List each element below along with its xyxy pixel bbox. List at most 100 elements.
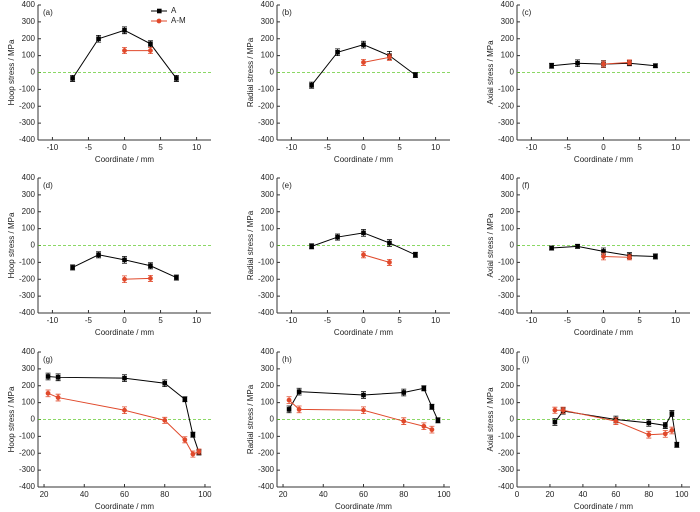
y-tick-label: 200 xyxy=(261,34,275,43)
marker xyxy=(560,407,566,413)
y-tick-label: 100 xyxy=(501,224,515,233)
y-tick-label: 400 xyxy=(261,0,275,9)
marker xyxy=(361,230,366,236)
y-tick-label: 0 xyxy=(31,415,36,424)
marker xyxy=(182,437,188,443)
y-tick-label: -100 xyxy=(258,431,275,440)
y-tick-label: -400 xyxy=(498,482,515,491)
x-tick-label: 60 xyxy=(611,490,620,499)
y-tick-label: -300 xyxy=(498,118,515,127)
y-tick-label: 0 xyxy=(270,241,275,250)
y-tick-label: 100 xyxy=(22,51,36,60)
marker xyxy=(296,406,302,412)
marker xyxy=(387,259,392,265)
y-tick-label: 100 xyxy=(22,398,36,407)
y-tick-label: -100 xyxy=(258,257,275,266)
x-tick-label: 10 xyxy=(192,316,201,325)
y-tick-label: -400 xyxy=(498,308,515,317)
y-tick-label: 100 xyxy=(261,224,275,233)
x-tick-label: 40 xyxy=(80,490,89,499)
y-tick-label: 100 xyxy=(261,51,275,60)
y-axis-label: Radial stress / MPa xyxy=(246,210,255,280)
panel-label: (b) xyxy=(282,8,292,17)
y-tick-label: -400 xyxy=(258,482,275,491)
marker xyxy=(122,375,127,381)
marker xyxy=(174,76,179,81)
y-axis-label: Axial stress / MPa xyxy=(486,213,495,278)
y-tick-label: -100 xyxy=(19,84,36,93)
y-tick-label: -300 xyxy=(19,291,36,300)
y-tick-label: 400 xyxy=(261,347,275,356)
y-tick-label: -400 xyxy=(498,135,515,144)
series-line xyxy=(603,255,630,258)
y-tick-label: -400 xyxy=(19,135,36,144)
x-tick-label: 0 xyxy=(122,143,127,152)
marker xyxy=(401,390,407,395)
x-tick-label: 0 xyxy=(361,143,366,152)
x-tick-label: 100 xyxy=(675,490,689,499)
panel-label: (e) xyxy=(282,181,292,190)
y-tick-label: 300 xyxy=(261,364,275,373)
marker xyxy=(413,72,418,78)
y-tick-label: 200 xyxy=(22,34,36,43)
x-tick-label: 10 xyxy=(671,143,680,152)
y-tick-label: -200 xyxy=(258,274,275,283)
panel: -400 -300 -200 -100 0 100 200 300 400 -10 -5 0 5 10 Co… xyxy=(486,0,690,164)
y-tick-label: -300 xyxy=(258,291,275,300)
y-tick-label: -300 xyxy=(498,291,515,300)
marker xyxy=(646,432,652,438)
marker xyxy=(45,374,51,379)
panel: -400 -300 -200 -100 0 100 200 300 400 20 40 60 80 100… xyxy=(246,347,451,511)
x-tick-label: -10 xyxy=(286,143,298,152)
y-tick-label: -200 xyxy=(19,448,36,457)
marker xyxy=(653,254,658,259)
marker xyxy=(361,42,366,47)
x-tick-label: 20 xyxy=(545,490,554,499)
x-tick-label: -5 xyxy=(564,143,572,152)
panel-label: (c) xyxy=(522,8,532,17)
x-axis-label: Coordinate / mm xyxy=(574,328,633,337)
y-tick-label: 300 xyxy=(501,190,515,199)
marker xyxy=(148,41,153,47)
x-axis-label: Coordinate / mm xyxy=(334,155,393,164)
y-axis-label: Axial stress / MPa xyxy=(486,40,495,105)
legend-marker xyxy=(156,18,162,24)
y-tick-label: 400 xyxy=(501,173,515,182)
marker xyxy=(196,449,202,454)
marker xyxy=(335,49,340,55)
marker xyxy=(575,60,580,66)
marker xyxy=(646,420,652,426)
x-tick-label: 5 xyxy=(158,316,163,325)
marker xyxy=(361,392,366,398)
y-tick-label: -100 xyxy=(498,257,515,266)
series-line xyxy=(72,29,177,79)
y-tick-label: 200 xyxy=(501,34,515,43)
y-tick-label: -300 xyxy=(258,465,275,474)
marker xyxy=(653,63,658,69)
x-tick-label: -10 xyxy=(286,316,298,325)
marker xyxy=(122,48,127,53)
panel-label: (h) xyxy=(282,355,292,364)
x-axis-label: Coordinate /mm xyxy=(335,502,392,511)
marker xyxy=(148,48,153,53)
marker xyxy=(601,249,606,254)
series-line xyxy=(554,409,673,436)
series-line xyxy=(363,254,390,263)
marker xyxy=(122,407,127,413)
panel: -400 -300 -200 -100 0 100 200 300 400 -10 -5 0 5 10 Co… xyxy=(7,0,211,164)
y-tick-label: 200 xyxy=(501,381,515,390)
x-tick-label: 5 xyxy=(637,143,642,152)
y-tick-label: -300 xyxy=(19,118,36,127)
y-tick-label: 200 xyxy=(261,207,275,216)
y-tick-label: -200 xyxy=(498,274,515,283)
y-tick-label: 400 xyxy=(22,0,36,9)
panel-label: (f) xyxy=(522,181,530,190)
legend-marker xyxy=(157,8,162,14)
series-line xyxy=(124,277,151,280)
x-tick-label: -5 xyxy=(564,316,572,325)
marker xyxy=(387,240,392,246)
marker xyxy=(662,431,668,437)
series-line xyxy=(363,56,390,63)
x-tick-label: 5 xyxy=(158,143,163,152)
